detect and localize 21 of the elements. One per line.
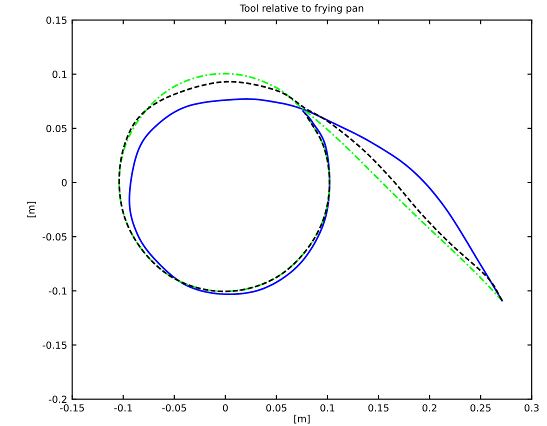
x-tick-label: 0.15 bbox=[368, 404, 388, 412]
x-tick-label: 0.05 bbox=[266, 404, 286, 412]
y-tick-label: 0 bbox=[62, 178, 67, 186]
x-axis-title: [m] bbox=[294, 414, 310, 424]
x-tick-label: -0.05 bbox=[162, 404, 186, 412]
x-tick-label: 0.25 bbox=[470, 404, 491, 412]
x-tick-label: -0.1 bbox=[114, 404, 132, 412]
x-tick-label: 0.3 bbox=[524, 404, 539, 412]
y-tick-label: 0.15 bbox=[46, 16, 66, 24]
x-tick-label: 0.2 bbox=[422, 404, 436, 412]
y-tick-label: -0.1 bbox=[48, 287, 66, 295]
x-tick-label: -0.15 bbox=[60, 404, 84, 412]
y-tick-label: 0.1 bbox=[52, 70, 66, 78]
y-tick-label: 0.05 bbox=[46, 124, 66, 132]
y-tick-label: -0.15 bbox=[42, 341, 66, 349]
chart-title: Tool relative to frying pan bbox=[240, 4, 364, 14]
y-tick-label: -0.05 bbox=[42, 233, 66, 241]
y-tick-label: -0.2 bbox=[48, 396, 66, 403]
x-tick-label: 0.1 bbox=[320, 404, 334, 412]
y-axis-title: [m] bbox=[27, 202, 36, 218]
x-tick-label: 0 bbox=[222, 404, 228, 412]
